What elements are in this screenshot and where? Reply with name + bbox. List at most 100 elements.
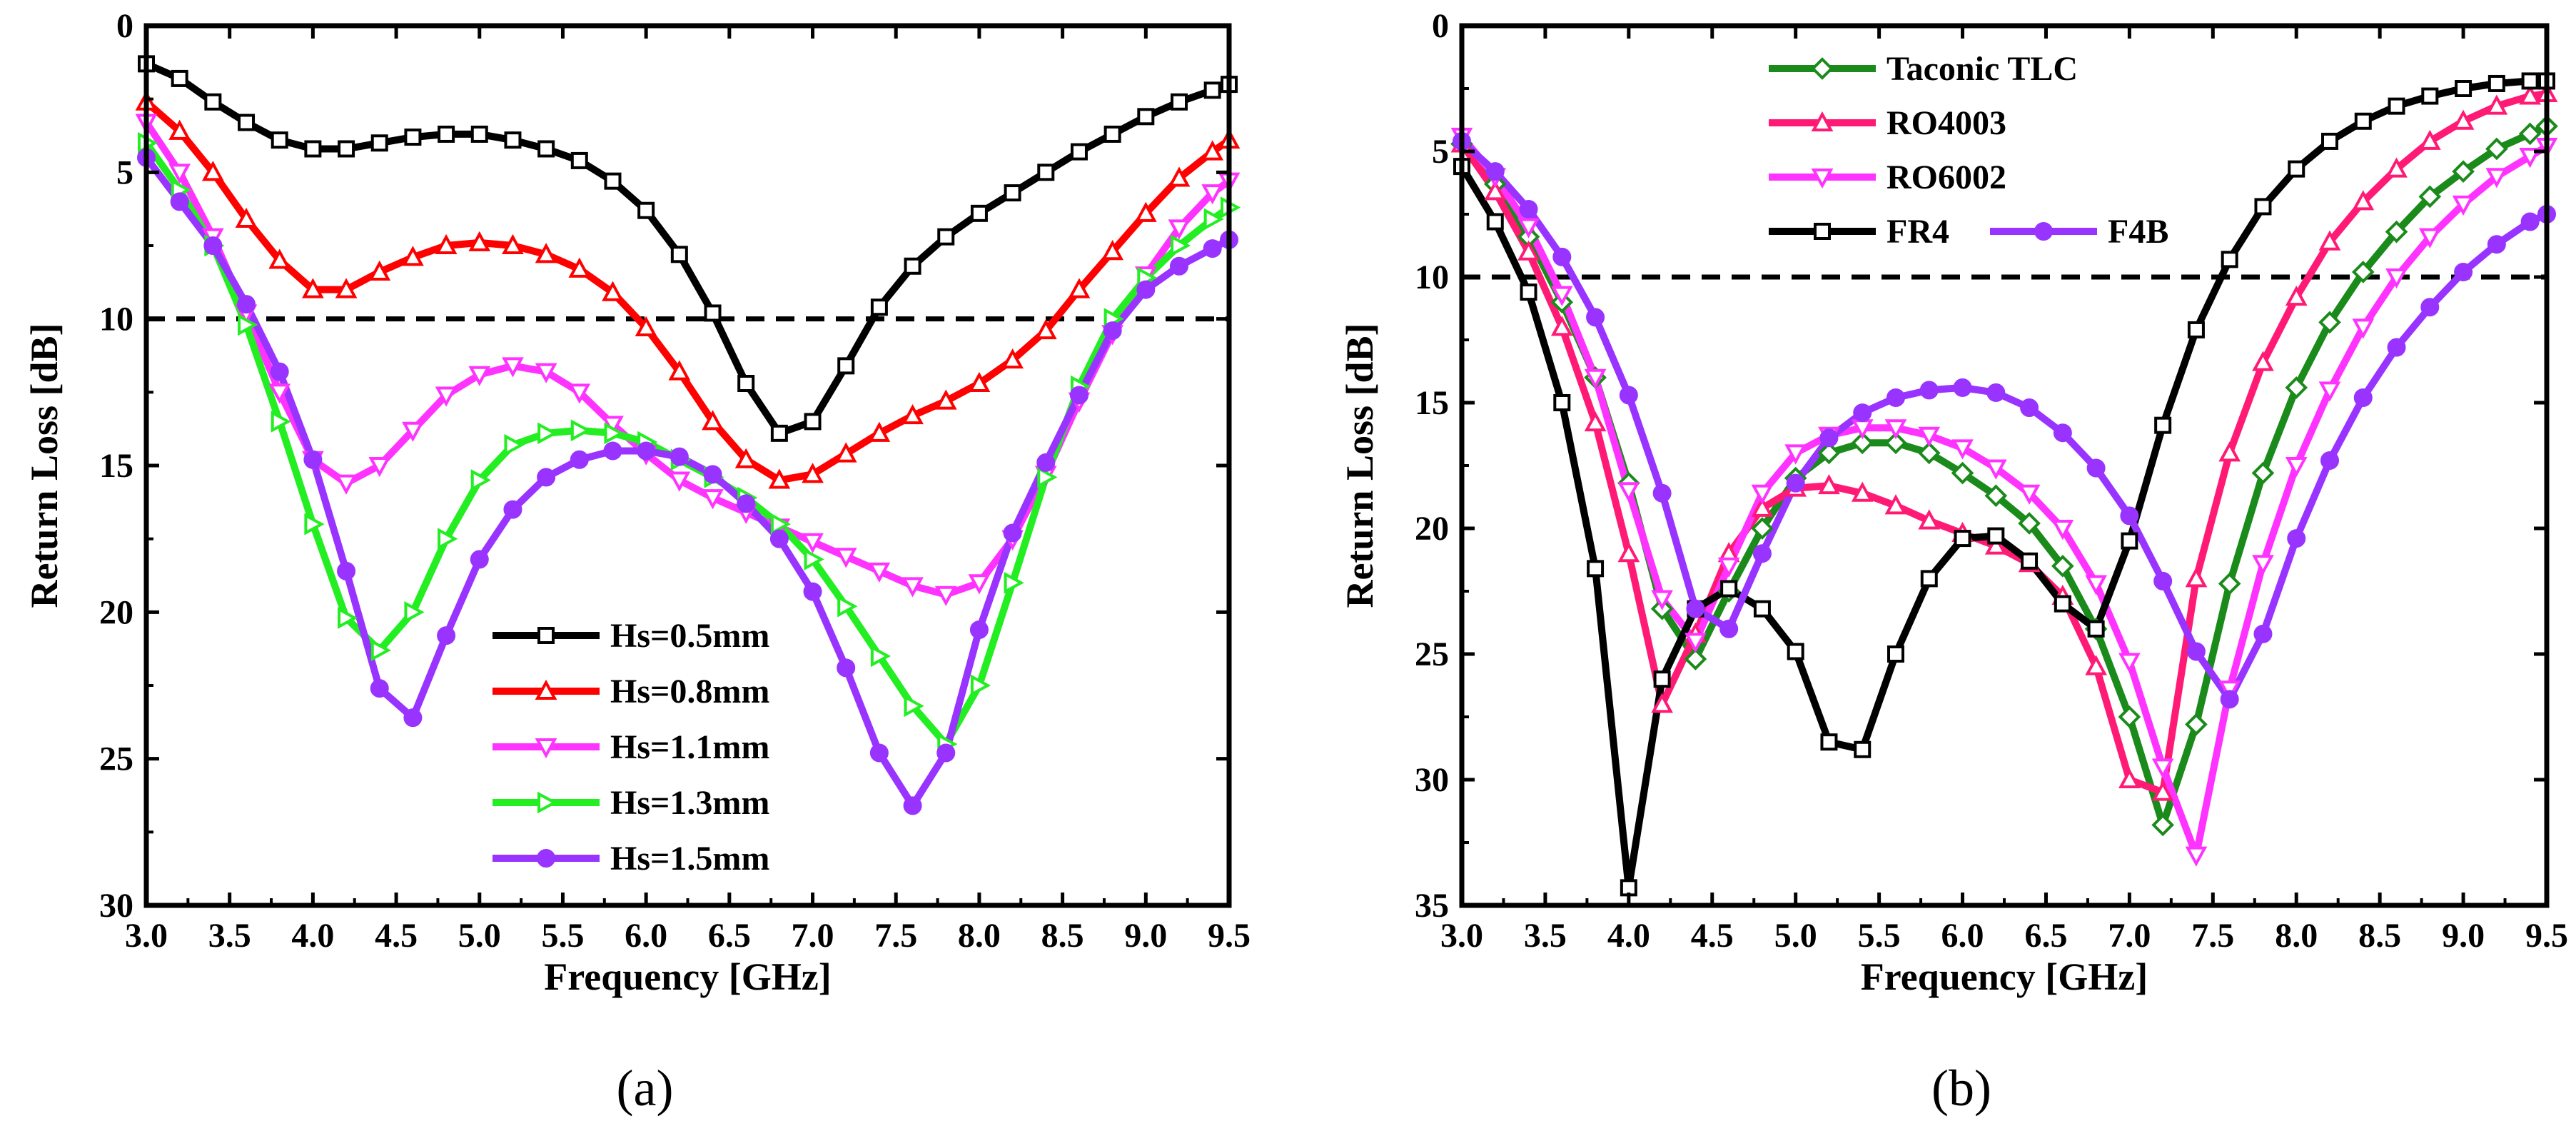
data-point [1651, 590, 1673, 610]
x-tick-label: 7.0 [2108, 917, 2151, 955]
data-point [834, 548, 857, 568]
x-tick-label: 6.5 [708, 917, 751, 955]
data-point [1787, 643, 1804, 660]
data-point [468, 366, 491, 386]
y-tick-label: 10 [99, 301, 133, 338]
y-tick-label: 25 [99, 740, 133, 778]
data-point [2086, 458, 2106, 478]
data-point [1953, 378, 1972, 397]
data-point [2318, 381, 2341, 402]
x-axis-label: Frequency [GHz] [1861, 955, 2148, 998]
x-tick-label: 7.5 [2191, 917, 2234, 955]
data-point [903, 796, 922, 815]
data-point [1920, 570, 1938, 588]
data-point [968, 574, 991, 595]
data-point [1517, 218, 1540, 238]
data-point [1170, 234, 1191, 257]
chart-panel-b: 3.0 3.5 4.0 4.5 5.0 5.5 6.0 6.5 7.0 7.5 8.0 8.5 9.0 9… [1338, 7, 2568, 1117]
x-tick-label: 8.5 [1041, 917, 1084, 955]
data-point [201, 161, 224, 181]
data-point [304, 140, 322, 158]
data-point [1036, 453, 1056, 472]
data-point [2385, 268, 2408, 289]
data-point [970, 204, 988, 222]
legend-marker [535, 738, 557, 759]
y-tick-label: 20 [99, 593, 133, 631]
data-point [1201, 184, 1224, 205]
data-point [2220, 690, 2239, 709]
data-point [734, 448, 757, 468]
x-tick-label: 8.0 [958, 917, 1001, 955]
data-point [1853, 403, 1872, 423]
data-point [268, 383, 291, 404]
data-point [402, 246, 424, 266]
y-tick-label: 5 [116, 154, 133, 191]
data-point [1586, 308, 1605, 327]
data-point [2221, 251, 2238, 268]
data-point [338, 140, 355, 158]
data-point [2354, 112, 2372, 130]
data-point [502, 357, 524, 378]
data-point [2387, 338, 2406, 357]
data-point [2253, 624, 2273, 643]
y-tick-label: 0 [1432, 7, 1449, 45]
data-point [2452, 195, 2475, 216]
data-point [237, 295, 256, 314]
data-point [1034, 318, 1057, 340]
data-point [2452, 160, 2475, 183]
data-point [503, 500, 522, 519]
data-point [1652, 483, 1672, 503]
x-tick-label: 5.0 [458, 917, 501, 955]
data-point [171, 69, 188, 87]
data-point [238, 114, 256, 131]
data-point [1884, 431, 1907, 455]
data-point [702, 410, 724, 431]
data-point [404, 129, 422, 146]
data-point [1484, 180, 1507, 201]
data-point [2020, 398, 2039, 418]
data-point [2185, 846, 2208, 867]
data-point [868, 562, 891, 583]
data-point [1619, 386, 1638, 405]
data-point [1037, 164, 1055, 181]
data-point [437, 626, 456, 645]
data-point [535, 363, 557, 383]
data-point [1784, 444, 1807, 465]
data-point [1651, 693, 1673, 713]
data-point [2519, 148, 2541, 169]
data-point [2454, 262, 2473, 281]
legend-marker [1811, 111, 1834, 131]
data-point [2186, 642, 2206, 661]
data-point [868, 421, 891, 442]
y-tick-label: 30 [99, 887, 133, 925]
data-point [1751, 517, 1774, 540]
data-point [1584, 368, 1607, 389]
x-tick-label: 4.5 [1691, 917, 1734, 955]
data-point [1550, 286, 1573, 306]
data-point [2085, 655, 2107, 675]
data-point [2021, 552, 2039, 570]
data-point [1987, 527, 2005, 545]
legend-label: Taconic TLC [1886, 50, 2078, 88]
x-tick-label: 4.5 [375, 917, 418, 955]
data-point [2351, 261, 2375, 283]
data-point [168, 164, 191, 184]
data-point [1817, 441, 1841, 465]
data-point [270, 362, 289, 381]
data-point [268, 248, 291, 269]
data-point [869, 743, 889, 763]
data-point [2388, 97, 2405, 115]
x-tick-label: 4.0 [1607, 917, 1650, 955]
data-point [1553, 394, 1571, 411]
x-tick-label: 9.0 [2442, 917, 2485, 955]
data-point [2151, 813, 2174, 837]
data-point [370, 679, 389, 698]
data-point [570, 450, 589, 469]
legend-label: Hs=0.5mm [610, 617, 769, 655]
data-point [603, 441, 622, 461]
y-axis-label: Return Loss [dB] [1338, 323, 1381, 608]
y-tick-label: 0 [116, 7, 133, 45]
data-point [969, 620, 989, 639]
legend-label: Hs=1.3mm [610, 784, 769, 822]
data-point [936, 743, 956, 763]
